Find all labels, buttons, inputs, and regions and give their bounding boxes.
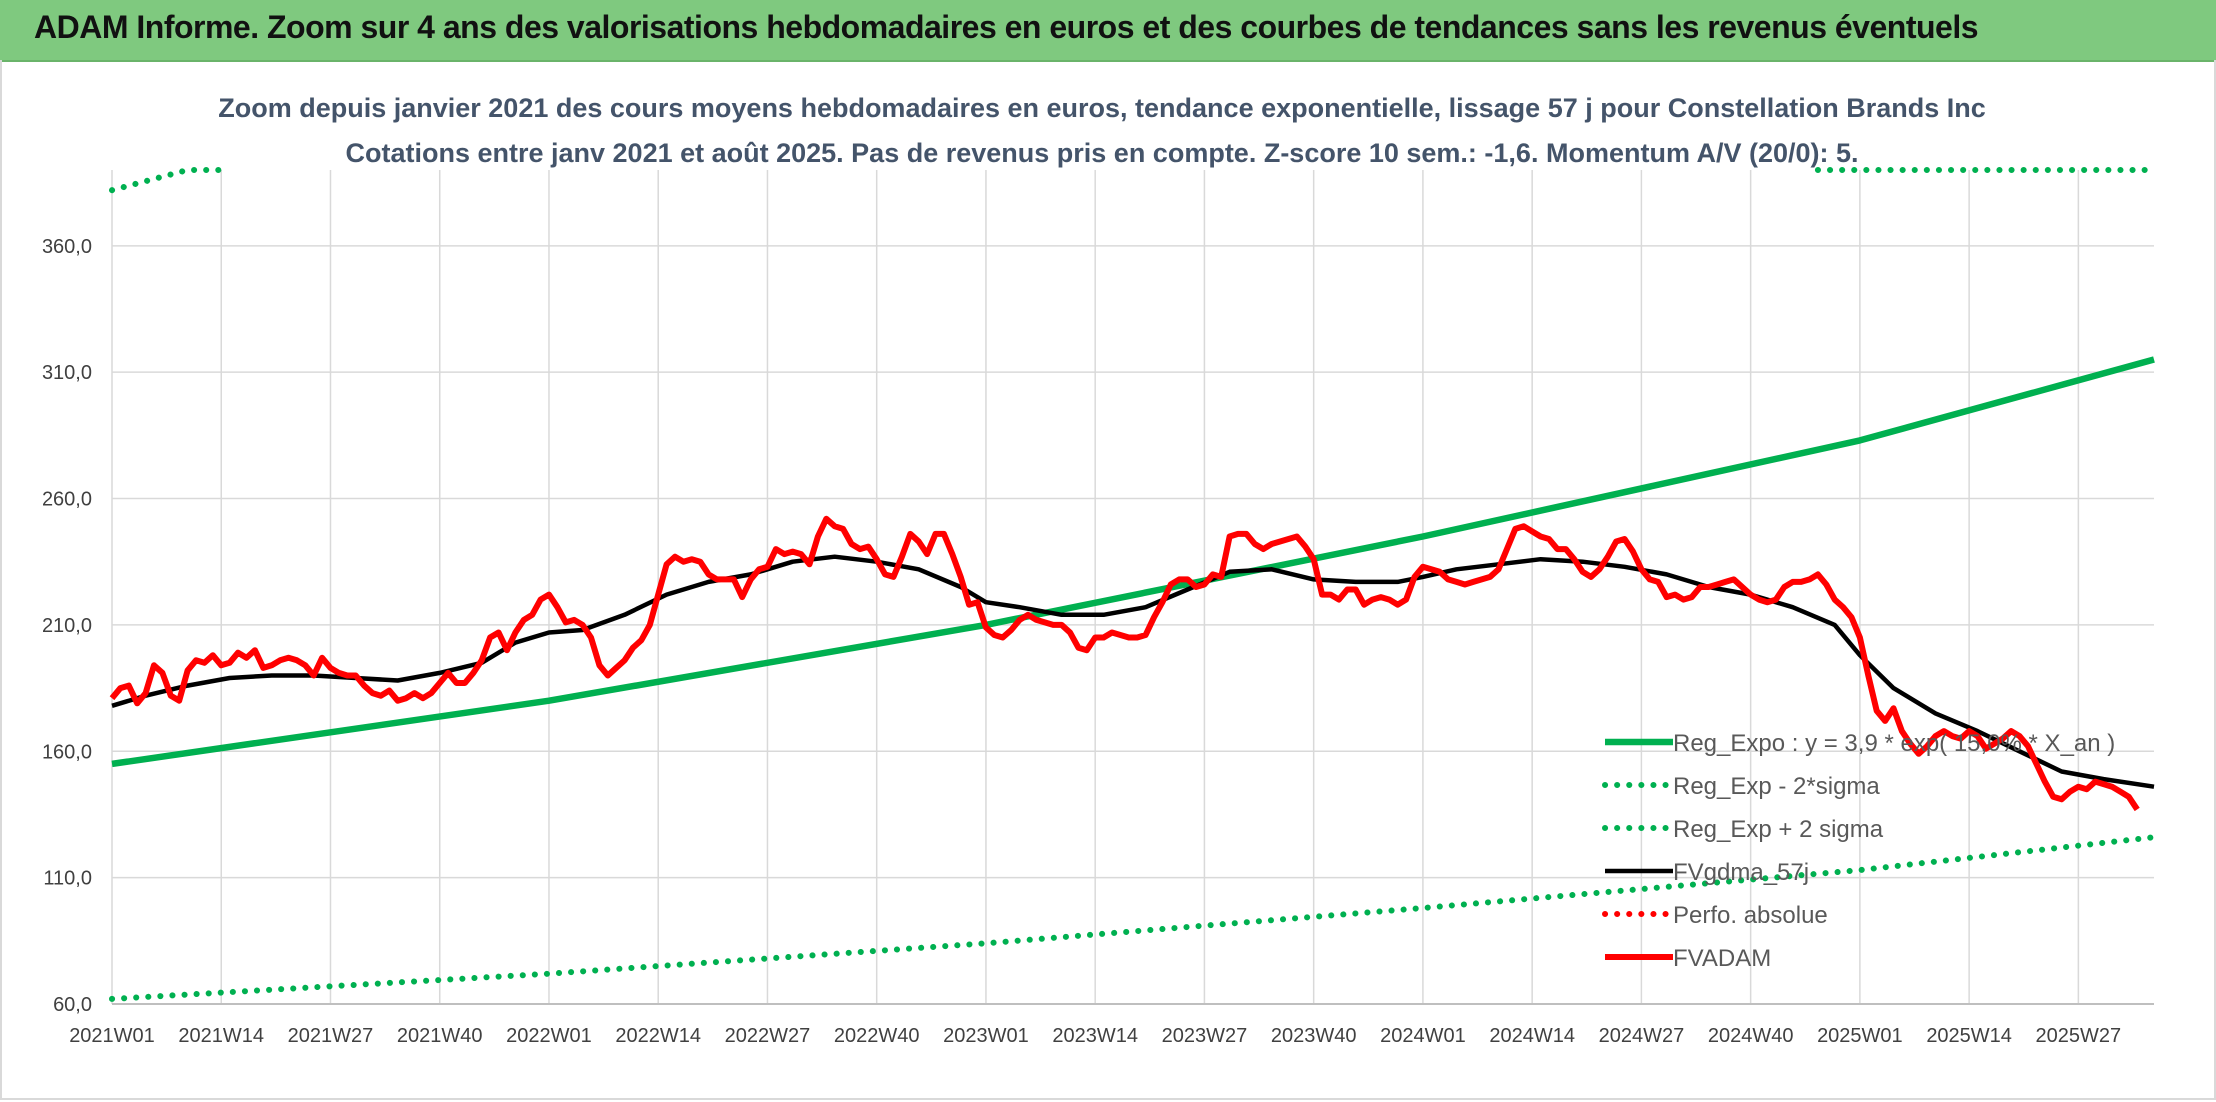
- series-line-1: [109, 834, 2157, 1002]
- x-tick-label: 2024W14: [1489, 1025, 1575, 1047]
- x-tick-label: 2023W01: [943, 1025, 1029, 1047]
- x-tick-label: 2024W40: [1708, 1025, 1794, 1047]
- x-tick-label: 2022W27: [725, 1025, 811, 1047]
- legend-label: FVADAM: [1673, 945, 1771, 972]
- report-header: ADAM Informe. Zoom sur 4 ans des valoris…: [0, 0, 2216, 62]
- legend-label: FVgdma_57j: [1673, 859, 1809, 886]
- x-tick-label: 2022W14: [615, 1025, 701, 1047]
- x-tick-label: 2023W40: [1271, 1025, 1357, 1047]
- legend-label: Reg_Exp - 2*sigma: [1673, 773, 1880, 800]
- x-tick-label: 2021W01: [69, 1025, 155, 1047]
- series-line-5: [109, 515, 2140, 812]
- x-tick-label: 2022W01: [506, 1025, 592, 1047]
- x-axis-ticks: 2021W01 2021W14 2021W27 2021W40 2022W01 2022W…: [69, 1025, 2121, 1047]
- legend-label: Reg_Exp + 2 sigma: [1673, 816, 1884, 843]
- chart-frame: [0, 60, 2216, 1100]
- report-title: ADAM Informe. Zoom sur 4 ans des valoris…: [34, 9, 1979, 45]
- x-tick-label: 2021W27: [288, 1025, 374, 1047]
- x-tick-label: 2023W27: [1162, 1025, 1248, 1047]
- x-tick-label: 2025W27: [2036, 1025, 2122, 1047]
- chart-title-line1: Zoom depuis janvier 2021 des cours moyen…: [218, 93, 1986, 123]
- x-tick-label: 2024W27: [1599, 1025, 1685, 1047]
- x-tick-label: 2024W01: [1380, 1025, 1466, 1047]
- y-tick-label: 260,0: [42, 489, 92, 511]
- x-tick-label: 2021W40: [397, 1025, 483, 1047]
- series-lines: [109, 167, 2157, 1002]
- legend-label: Perfo. absolue: [1673, 902, 1828, 929]
- x-tick-label: 2022W40: [834, 1025, 920, 1047]
- legend: Reg_Expo : y = 3,9 * exp( 15,0% * X_an )…: [1602, 730, 2115, 972]
- y-tick-label: 210,0: [42, 615, 92, 637]
- series-line-0: [111, 356, 2155, 768]
- legend-label: Reg_Expo : y = 3,9 * exp( 15,0% * X_an ): [1673, 730, 2115, 757]
- grid-lines: [111, 170, 2154, 1005]
- x-tick-label: 2025W14: [1926, 1025, 2012, 1047]
- y-tick-label: 60,0: [53, 994, 92, 1016]
- series-line-2: [109, 167, 225, 194]
- y-tick-label: 360,0: [42, 236, 92, 258]
- x-tick-label: 2023W14: [1052, 1025, 1138, 1047]
- y-axis-ticks: 60,0 110,0 160,0 210,0 260,0 310,0 360,0: [42, 236, 92, 1016]
- chart-title-line2: Cotations entre janv 2021 et août 2025. …: [345, 138, 1858, 168]
- x-tick-label: 2021W14: [178, 1025, 264, 1047]
- y-tick-label: 160,0: [42, 741, 92, 763]
- y-tick-label: 110,0: [43, 868, 92, 890]
- x-tick-label: 2025W01: [1817, 1025, 1903, 1047]
- series-line-3: [111, 554, 2155, 789]
- y-tick-label: 310,0: [42, 362, 92, 384]
